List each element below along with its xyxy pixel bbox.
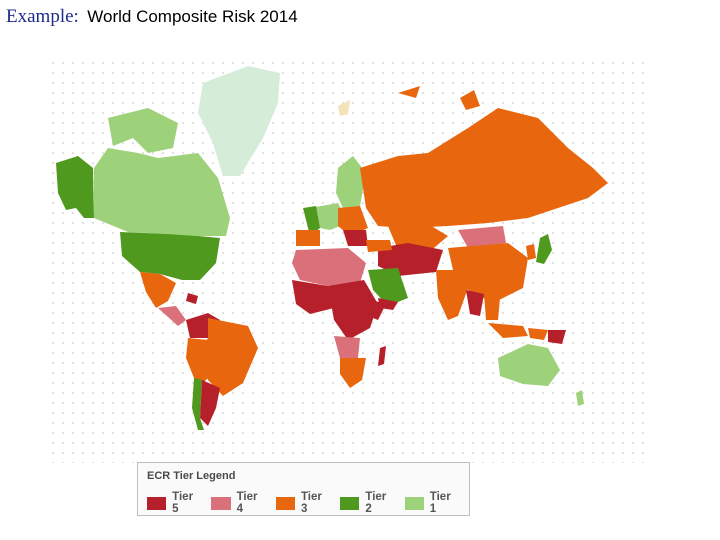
region-usa bbox=[120, 232, 220, 280]
region-turkey bbox=[366, 240, 392, 252]
legend-label: Tier 5 bbox=[172, 491, 194, 515]
region-alaska bbox=[56, 156, 94, 218]
legend-box: ECR Tier Legend Tier 5 Tier 4 Tier 3 Tie… bbox=[137, 462, 470, 516]
region-madagascar bbox=[378, 346, 386, 366]
region-mongolia bbox=[458, 226, 506, 248]
region-australia bbox=[498, 344, 560, 386]
region-russia bbox=[360, 108, 608, 228]
legend-item-tier-4: Tier 4 bbox=[211, 491, 265, 515]
legend-item-tier-5: Tier 5 bbox=[147, 491, 201, 515]
region-argentina bbox=[200, 380, 220, 426]
legend-item-tier-1: Tier 1 bbox=[404, 491, 459, 515]
legend-label: Tier 4 bbox=[236, 491, 258, 515]
region-central-east-africa bbox=[328, 280, 378, 340]
legend-title: ECR Tier Legend bbox=[147, 470, 236, 482]
region-arabia bbox=[368, 268, 408, 306]
region-southeast-asia bbox=[466, 290, 484, 316]
region-southern-africa bbox=[340, 358, 366, 388]
legend-swatch bbox=[211, 496, 231, 510]
title-text: World Composite Risk 2014 bbox=[87, 7, 298, 26]
region-greenland bbox=[198, 66, 280, 176]
region-canada bbox=[94, 148, 230, 236]
region-balkans bbox=[343, 230, 368, 246]
legend-item-tier-3: Tier 3 bbox=[275, 491, 330, 515]
slide-title: Example: World Composite Risk 2014 bbox=[6, 6, 298, 34]
region-uk-france bbox=[303, 206, 320, 236]
region-southern-central-africa bbox=[334, 336, 360, 358]
region-eastern-europe bbox=[338, 206, 368, 236]
region-canada-north-islands bbox=[108, 108, 178, 153]
legend-label: Tier 2 bbox=[365, 491, 387, 515]
region-japan bbox=[536, 234, 552, 264]
region-north-africa bbox=[292, 248, 366, 286]
legend-label: Tier 1 bbox=[429, 491, 451, 515]
legend-label: Tier 3 bbox=[300, 491, 322, 515]
title-prefix: Example: bbox=[6, 6, 79, 27]
region-chile bbox=[192, 378, 204, 430]
region-brazil bbox=[198, 318, 258, 396]
region-iberia bbox=[296, 230, 320, 246]
legend-swatch bbox=[147, 496, 167, 510]
region-indonesia bbox=[488, 323, 548, 340]
region-mexico bbox=[140, 272, 176, 308]
region-india bbox=[436, 270, 468, 320]
region-new-zealand bbox=[576, 390, 584, 406]
region-scandinavia bbox=[336, 156, 366, 210]
world-risk-map bbox=[48, 58, 648, 463]
legend-item-tier-2: Tier 2 bbox=[340, 491, 394, 515]
region-korea bbox=[526, 244, 536, 260]
region-middle-east-east bbox=[378, 243, 443, 276]
region-svalbard bbox=[338, 100, 350, 116]
region-west-africa bbox=[292, 280, 334, 314]
region-indochina bbox=[484, 294, 500, 320]
region-russia-islands bbox=[398, 86, 480, 110]
legend-swatch bbox=[404, 496, 424, 510]
region-china bbox=[448, 243, 528, 303]
region-caribbean bbox=[186, 293, 198, 304]
legend-swatch bbox=[340, 496, 360, 510]
legend-items: Tier 5 Tier 4 Tier 3 Tier 2 Tier 1 bbox=[147, 491, 469, 515]
region-horn-of-africa bbox=[364, 298, 386, 320]
legend-swatch bbox=[275, 496, 295, 510]
region-central-america bbox=[158, 306, 186, 326]
region-peru-bolivia bbox=[186, 338, 208, 388]
region-png bbox=[548, 330, 566, 344]
